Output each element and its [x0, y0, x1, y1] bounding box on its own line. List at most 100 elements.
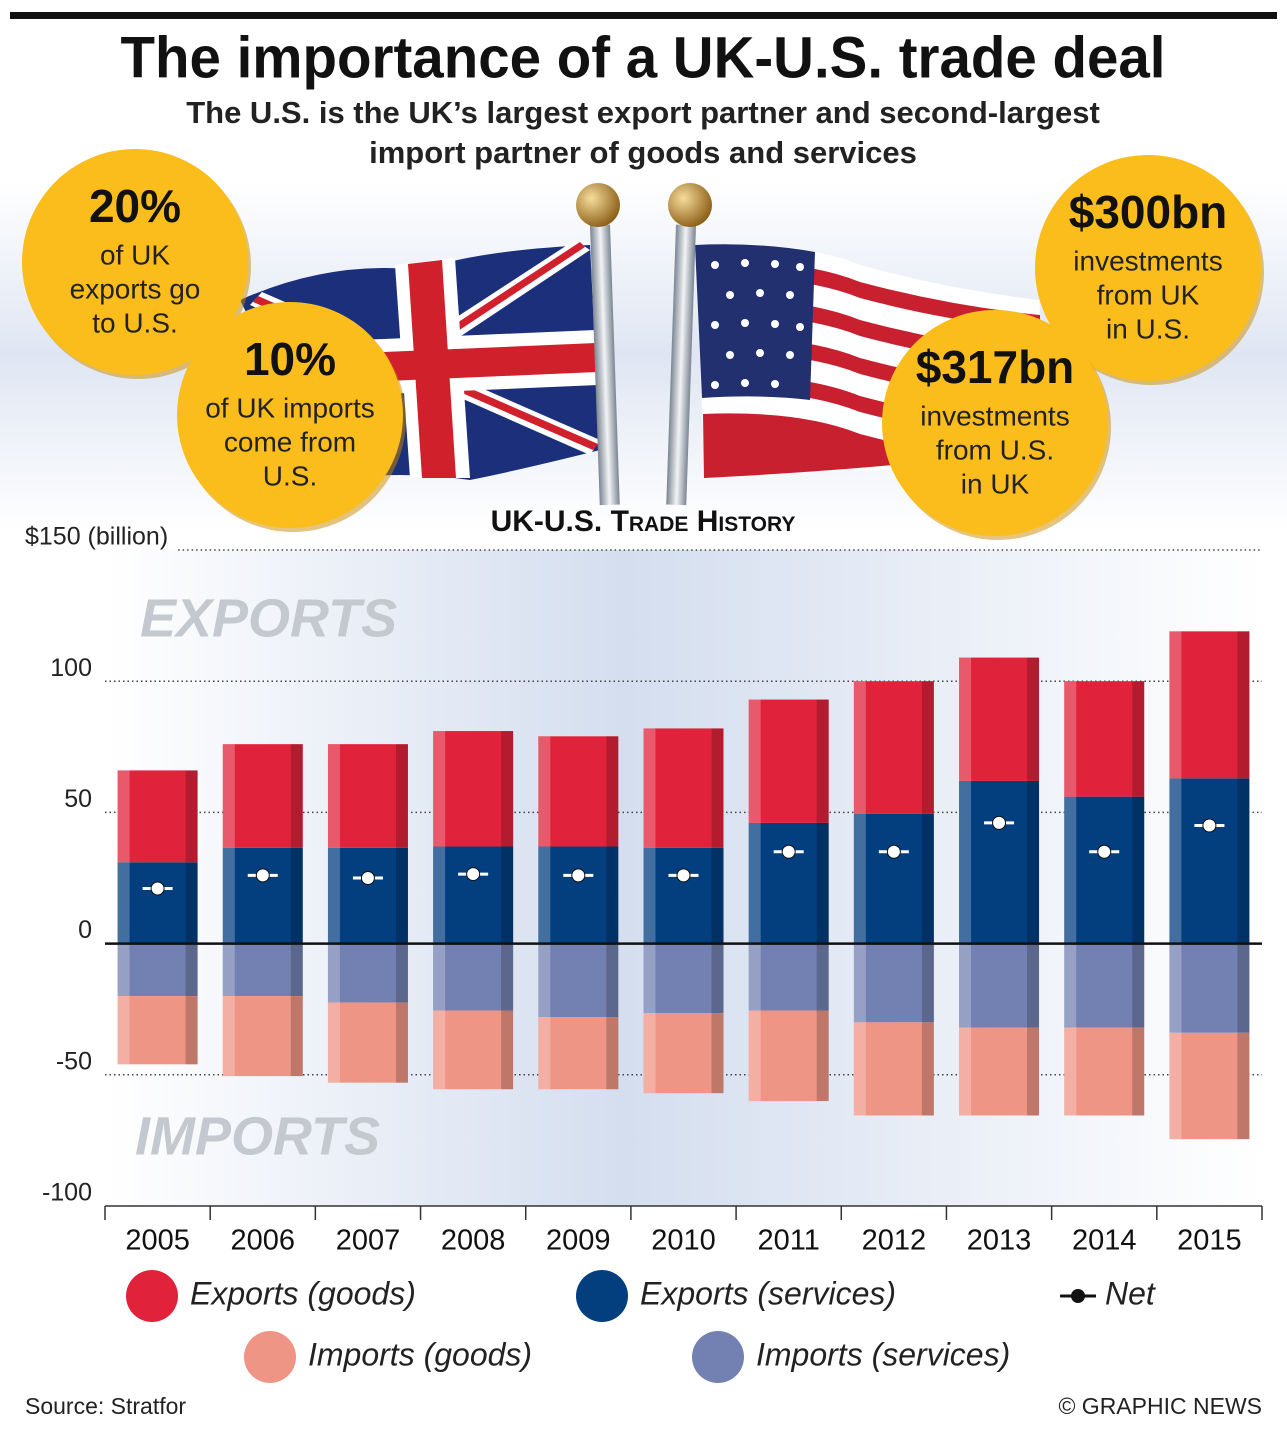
- callout-text: investments: [920, 400, 1069, 431]
- bar-highlight: [538, 846, 551, 944]
- bar: [643, 943, 724, 1014]
- bar-highlight: [853, 681, 866, 814]
- bar-highlight: [327, 1002, 340, 1083]
- net-marker: [466, 867, 481, 882]
- bar: [748, 699, 829, 823]
- bar-highlight: [748, 1010, 761, 1102]
- bar: [117, 943, 198, 997]
- callout-value: $317bn: [916, 341, 1075, 393]
- bar-highlight: [643, 847, 656, 944]
- x-tick-label: 2005: [125, 1225, 190, 1257]
- legend-swatch: [1071, 1289, 1085, 1303]
- callout-text: exports go: [70, 273, 201, 304]
- bar-highlight: [643, 943, 656, 1014]
- bar-highlight: [117, 996, 130, 1065]
- bar-highlight: [222, 744, 235, 848]
- bar-highlight: [1169, 631, 1182, 779]
- bar-shade: [395, 744, 408, 848]
- bar-shade: [185, 943, 198, 997]
- net-marker: [360, 871, 375, 885]
- bar-shade: [1132, 1027, 1145, 1116]
- bar: [853, 1022, 934, 1116]
- bar-highlight: [959, 780, 972, 944]
- bar: [643, 1013, 724, 1094]
- bar: [222, 943, 303, 997]
- source: Source: Stratfor: [25, 1393, 186, 1419]
- callout-text: come from: [224, 426, 356, 457]
- y-tick-label: $150 (billion): [25, 523, 168, 551]
- net-marker: [1097, 844, 1112, 859]
- bar-shade: [395, 847, 408, 944]
- bar: [538, 846, 619, 944]
- pole-knob: [668, 183, 712, 227]
- bar-shade: [1132, 943, 1145, 1028]
- bar-shade: [501, 1010, 514, 1090]
- x-tick-label: 2007: [336, 1225, 401, 1257]
- bar-shade: [921, 813, 934, 944]
- bar: [959, 1027, 1040, 1116]
- bar-shade: [711, 728, 724, 848]
- bar-shade: [816, 699, 829, 823]
- legend-label: Imports (services): [756, 1336, 1010, 1372]
- subtitle: The U.S. is the UK’s largest export part…: [186, 95, 1100, 130]
- flag-pole: [590, 224, 620, 506]
- bar-highlight: [538, 1017, 551, 1090]
- callout-circle: [177, 302, 403, 528]
- bar-highlight: [959, 943, 972, 1028]
- bar: [959, 780, 1040, 944]
- bar: [959, 943, 1040, 1028]
- bar-shade: [501, 846, 514, 944]
- bar: [748, 822, 829, 944]
- bar: [1169, 778, 1250, 944]
- bar: [1169, 1032, 1250, 1140]
- bar: [222, 744, 303, 848]
- y-tick-label: -50: [56, 1047, 92, 1075]
- bar-shade: [606, 1017, 619, 1090]
- top-rule: [10, 12, 1277, 19]
- callout-text: of UK imports: [205, 392, 375, 423]
- subtitle: import partner of goods and services: [369, 135, 917, 170]
- annotation: IMPORTS: [135, 1106, 380, 1166]
- bar: [748, 1010, 829, 1102]
- bar-shade: [185, 862, 198, 944]
- bar-shade: [921, 1022, 934, 1116]
- bar: [117, 862, 198, 944]
- legend-label: Exports (goods): [190, 1275, 416, 1311]
- bar: [433, 846, 514, 944]
- net-marker: [255, 868, 270, 883]
- bar-shade: [501, 731, 514, 847]
- callout-value: $300bn: [1069, 186, 1228, 238]
- bar-shade: [290, 847, 303, 944]
- bar-shade: [1132, 681, 1145, 797]
- bar-highlight: [1064, 1027, 1077, 1116]
- bar-highlight: [117, 943, 130, 997]
- chart-title: UK-U.S. Trade History: [491, 505, 796, 538]
- legend-label: Imports (goods): [308, 1336, 532, 1372]
- bar-shade: [711, 943, 724, 1014]
- bar-shade: [816, 943, 829, 1011]
- bar-highlight: [853, 1022, 866, 1116]
- legend-label: Net: [1105, 1275, 1156, 1311]
- bar: [327, 847, 408, 944]
- callout-text: in UK: [961, 468, 1030, 499]
- y-tick-label: 50: [64, 785, 92, 813]
- bar: [327, 744, 408, 848]
- bar-shade: [1027, 943, 1040, 1028]
- net-marker: [886, 844, 901, 859]
- bar: [1064, 681, 1145, 797]
- bars: [117, 631, 1250, 1140]
- legend-swatch: [692, 1331, 744, 1383]
- bar: [327, 943, 408, 1003]
- bar-highlight: [327, 943, 340, 1003]
- bar-shade: [1237, 1032, 1250, 1140]
- bar-shade: [921, 943, 934, 1023]
- bar-highlight: [959, 1027, 972, 1116]
- bar-highlight: [853, 813, 866, 944]
- bar: [1064, 796, 1145, 944]
- bar-shade: [395, 943, 408, 1003]
- callout-text: to U.S.: [92, 307, 178, 338]
- credit: © GRAPHIC NEWS: [1058, 1393, 1262, 1419]
- bar-highlight: [538, 736, 551, 847]
- legend-swatch: [126, 1270, 178, 1322]
